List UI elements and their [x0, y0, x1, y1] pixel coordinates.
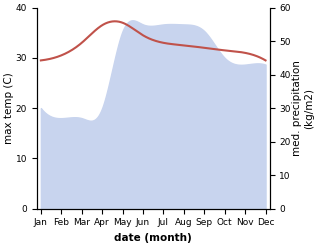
- X-axis label: date (month): date (month): [114, 233, 192, 243]
- Y-axis label: max temp (C): max temp (C): [4, 72, 14, 144]
- Y-axis label: med. precipitation
(kg/m2): med. precipitation (kg/m2): [292, 60, 314, 156]
